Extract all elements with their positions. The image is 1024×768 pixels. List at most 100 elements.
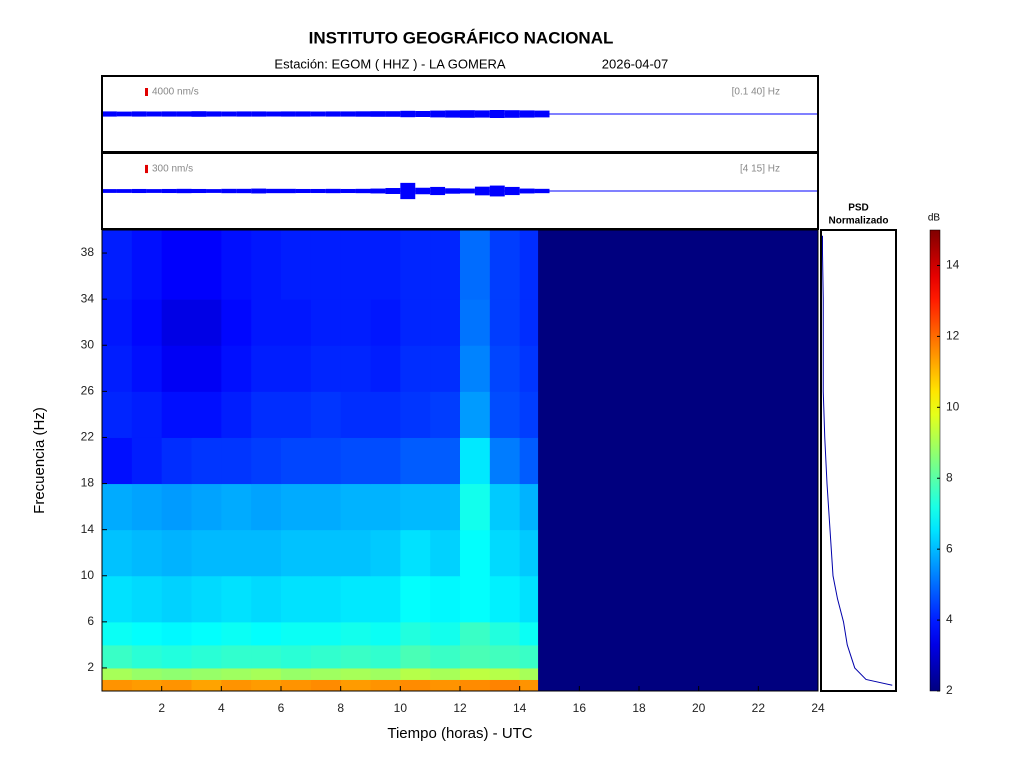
- spectrogram-cell: [430, 345, 461, 392]
- spectrogram-cell: [310, 230, 342, 300]
- spectrogram-cell: [281, 621, 312, 646]
- y-tick-label: 10: [81, 568, 95, 582]
- spectrogram-cell: [340, 391, 371, 438]
- spectrogram-cell: [191, 667, 222, 680]
- y-tick-label: 30: [81, 337, 95, 351]
- spectrogram-cell: [161, 483, 192, 531]
- title: INSTITUTO GEOGRÁFICO NACIONAL: [309, 28, 614, 47]
- scale-label: 4000 nm/s: [152, 87, 199, 98]
- spectrogram-cell: [102, 644, 133, 669]
- spectrogram-cell: [430, 391, 461, 438]
- spectrogram-cell: [251, 345, 282, 392]
- spectrogram-cell: [370, 679, 401, 692]
- spectrogram-cell: [251, 667, 282, 680]
- psd-frame: [820, 229, 897, 692]
- spectrogram-cell: [489, 391, 521, 438]
- spectrogram-cell: [460, 667, 491, 680]
- spectrogram-cell: [489, 483, 521, 531]
- spectrogram-cell: [251, 621, 282, 646]
- colorbar-tick-label: 6: [946, 541, 953, 555]
- spectrogram-cell: [340, 230, 371, 300]
- spectrogram-cell: [161, 667, 192, 680]
- x-axis-label: Tiempo (horas) - UTC: [387, 725, 532, 742]
- spectrogram-cell: [281, 391, 312, 438]
- spectrogram-cell: [340, 679, 371, 692]
- spectrogram-cell: [102, 483, 133, 531]
- spectrogram-cell: [281, 679, 312, 692]
- spectrogram-cell: [460, 299, 491, 346]
- spectrogram-cell: [281, 667, 312, 680]
- spectrogram-cell: [370, 230, 401, 300]
- spectrogram-cell: [340, 644, 371, 669]
- x-tick-label: 8: [337, 701, 344, 715]
- band-label: [4 15] Hz: [740, 164, 780, 175]
- spectrogram-cell: [191, 299, 222, 346]
- spectrogram-cell: [102, 529, 133, 577]
- spectrogram-cell: [430, 437, 461, 485]
- colorbar-tick-label: 12: [946, 329, 960, 343]
- spectrogram-cell: [400, 483, 431, 531]
- x-tick-label: 18: [632, 701, 646, 715]
- spectrogram-cell: [102, 621, 133, 646]
- y-tick-label: 26: [81, 384, 95, 398]
- spectrogram-cell: [161, 391, 192, 438]
- spectrogram-cell: [161, 679, 192, 692]
- spectrogram-cell: [460, 437, 491, 485]
- spectrogram-cell: [519, 299, 539, 346]
- spectrogram-cell: [370, 621, 401, 646]
- spectrogram-cell: [310, 483, 342, 531]
- spectrogram-cell: [400, 437, 431, 485]
- y-axis-label: Frecuencia (Hz): [31, 407, 48, 514]
- spectrogram-cell: [131, 299, 163, 346]
- spectrogram-cell: [131, 679, 163, 692]
- spectrogram-cell: [400, 345, 431, 392]
- spectrogram-cell: [340, 667, 371, 680]
- spectrogram-cell: [131, 621, 163, 646]
- spectrogram-cell: [251, 575, 282, 623]
- spectrogram-cell: [310, 667, 342, 680]
- spectrogram-cell: [489, 644, 521, 669]
- spectrogram-cell: [489, 667, 521, 680]
- spectrogram-cell: [519, 575, 539, 623]
- y-tick-label: 34: [81, 291, 95, 305]
- spectrogram-cell: [400, 644, 431, 669]
- spectrogram-cell: [340, 299, 371, 346]
- spectrogram-cell: [131, 230, 163, 300]
- spectrogram-cell: [102, 391, 133, 438]
- spectrogram-cell: [161, 437, 192, 485]
- spectrogram-cell: [370, 483, 401, 531]
- spectrogram-cell: [340, 437, 371, 485]
- spectrogram-cell: [310, 437, 342, 485]
- station: Estación: EGOM ( HHZ ) - LA GOMERA: [274, 56, 505, 71]
- spectrogram-cell: [221, 345, 252, 392]
- spectrogram-cell: [340, 345, 371, 392]
- x-tick-label: 24: [811, 701, 825, 715]
- spectrogram-cell: [281, 575, 312, 623]
- spectrogram-cell: [221, 679, 252, 692]
- spectrogram-cell: [131, 437, 163, 485]
- spectrogram-cell: [251, 679, 282, 692]
- psd-subtitle: Normalizado: [828, 216, 888, 227]
- y-tick-label: 14: [81, 522, 95, 536]
- spectrogram-cell: [281, 299, 312, 346]
- spectrogram-cell: [460, 230, 491, 300]
- spectrogram-cell: [370, 437, 401, 485]
- spectrogram-cell: [310, 529, 342, 577]
- psd-line: [822, 235, 893, 686]
- spectrogram-cell: [460, 529, 491, 577]
- spectrogram-cell: [400, 299, 431, 346]
- spectrogram-cell: [251, 644, 282, 669]
- band-label: [0.1 40] Hz: [732, 87, 780, 98]
- scale-label: 300 nm/s: [152, 164, 193, 175]
- spectrogram-cell: [221, 230, 252, 300]
- spectrogram-cell: [161, 644, 192, 669]
- spectrogram-cell: [370, 667, 401, 680]
- spectrogram-cell: [191, 483, 222, 531]
- spectrogram-cell: [131, 644, 163, 669]
- date: 2026-04-07: [602, 56, 669, 71]
- x-tick-label: 16: [573, 701, 587, 715]
- spectrogram-cell: [161, 299, 192, 346]
- spectrogram-cell: [519, 529, 539, 577]
- spectrogram-cell: [430, 575, 461, 623]
- colorbar-tick-label: 10: [946, 399, 960, 413]
